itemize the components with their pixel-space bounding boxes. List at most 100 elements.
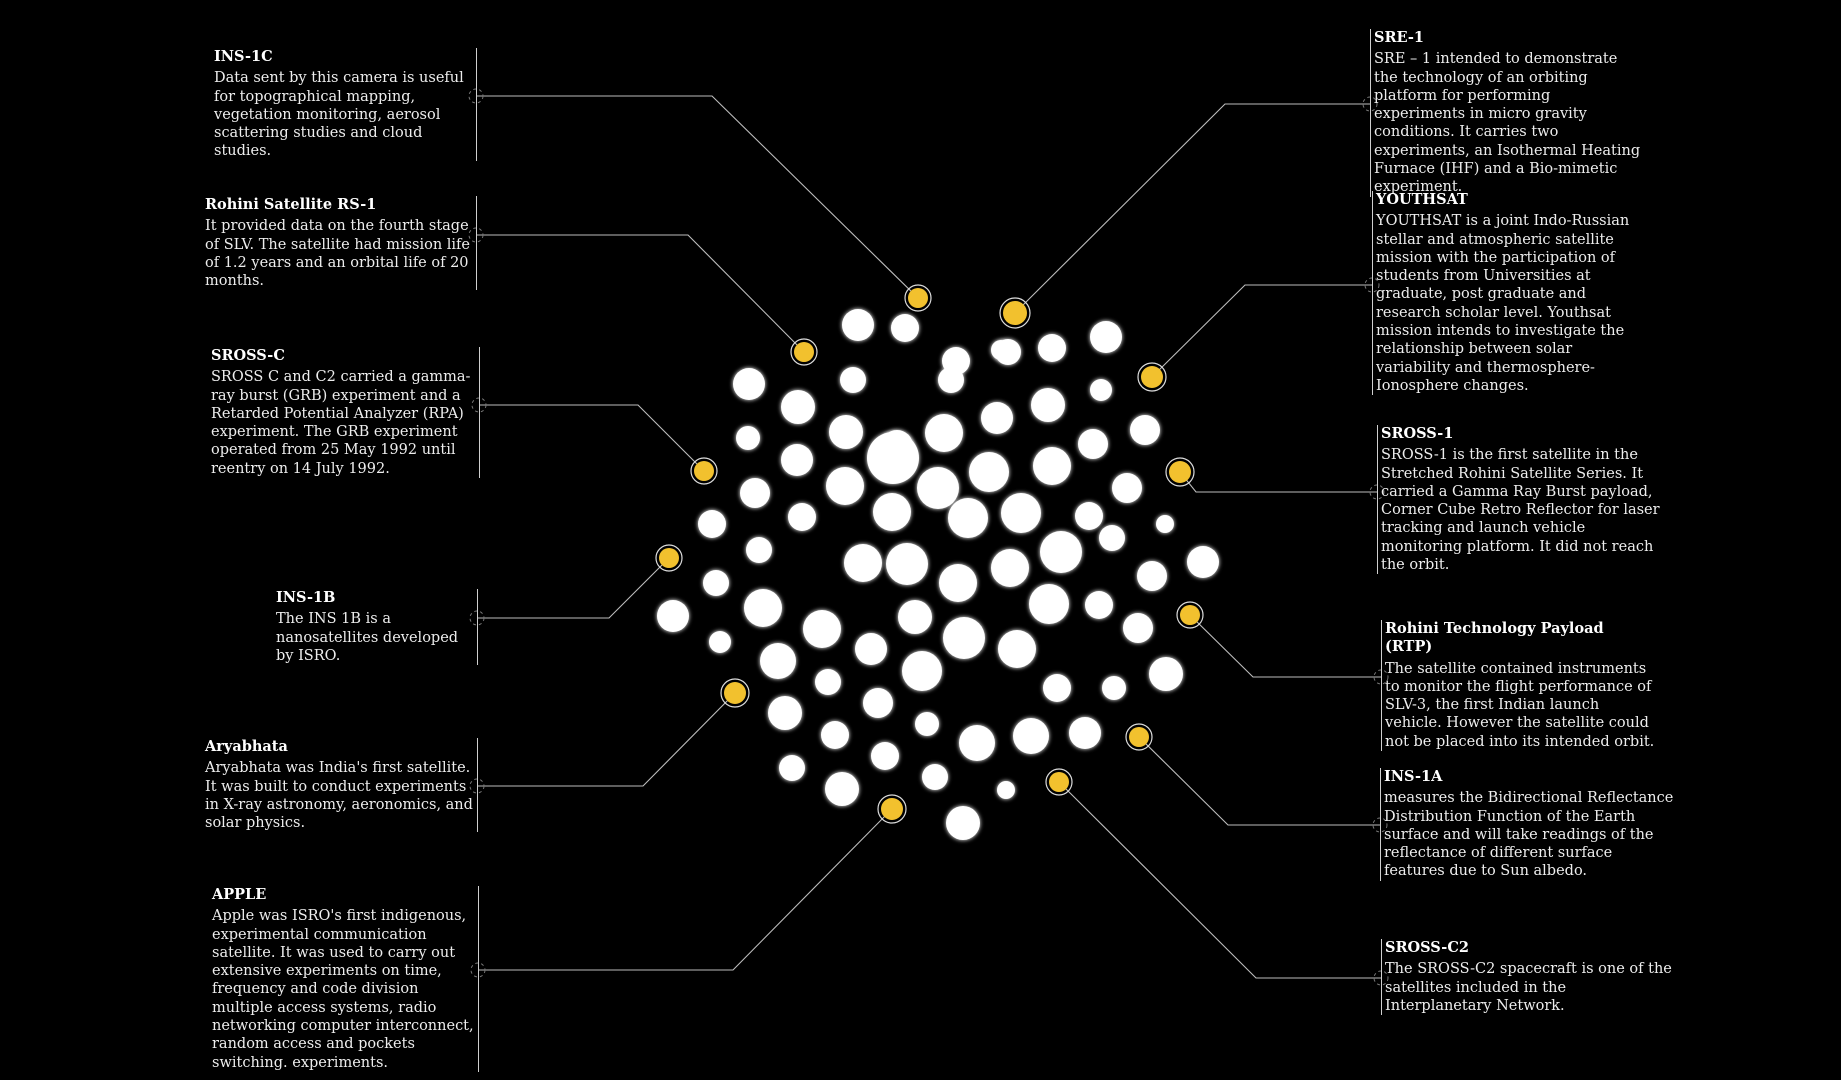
connector-line-sross-c [479, 404, 705, 472]
annotation-title: APPLE [212, 886, 267, 903]
highlighted-dot-sross-c[interactable] [694, 461, 714, 481]
highlighted-dot-aryabhata[interactable] [724, 682, 746, 704]
satellite-dot [733, 368, 765, 400]
highlighted-dot-rtp[interactable] [1180, 605, 1200, 625]
satellite-dot [969, 452, 1009, 492]
annotation-title: INS-1B [276, 589, 336, 606]
satellite-dot [991, 549, 1029, 587]
satellite-dot [1149, 657, 1183, 691]
connector-line-aryabhata [477, 692, 736, 787]
highlighted-dot-ins-1b[interactable] [659, 548, 679, 568]
highlighted-dot-sross-1[interactable] [1169, 461, 1191, 483]
satellite-dot [736, 426, 760, 450]
satellite-dot [938, 367, 964, 393]
annotation-title: YOUTHSAT [1376, 191, 1468, 208]
satellite-dot [788, 503, 816, 531]
satellite-dot [709, 631, 731, 653]
satellite-dot [855, 633, 887, 665]
satellite-dot [1078, 429, 1108, 459]
satellite-dot [1130, 415, 1160, 445]
connector-line-sre-1 [1014, 103, 1370, 314]
annotation-body: SROSS-1 is the first satellite in the St… [1381, 447, 1660, 574]
satellite-dot [959, 725, 995, 761]
connector-line-sross-c2 [1058, 781, 1381, 979]
satellite-dot [740, 478, 770, 508]
annotation-apple: APPLE Apple was ISRO's first indigenous,… [212, 886, 479, 1072]
satellite-dot [943, 617, 985, 659]
satellite-dot [891, 314, 919, 342]
satellite-dot [803, 610, 841, 648]
connector-line-ins-1a [1138, 736, 1380, 826]
annotation-title: SROSS-1 [1381, 425, 1454, 442]
annotation-body: measures the Bidirectional Reflectance D… [1384, 790, 1674, 880]
satellite-dot [657, 600, 689, 632]
satellite-dot [1137, 561, 1167, 591]
satellite-dot [981, 402, 1013, 434]
annotation-title: SRE-1 [1374, 29, 1424, 46]
highlight-ring [877, 794, 907, 824]
annotation-sross-1: SROSS-1 SROSS-1 is the first satellite i… [1377, 425, 1665, 575]
satellite-dot [873, 493, 911, 531]
satellite-dot [939, 564, 977, 602]
satellite-dot [946, 806, 980, 840]
satellite-dot [867, 432, 919, 484]
highlighted-dot-youthsat[interactable] [1141, 366, 1163, 388]
satellite-dot [781, 390, 815, 424]
annotation-body: The INS 1B is a nanosatellites developed… [276, 611, 459, 664]
highlighted-dot-ins-1a[interactable] [1129, 727, 1149, 747]
satellite-dot [1156, 515, 1174, 533]
satellite-dot [825, 772, 859, 806]
highlighted-dot-ins-1c[interactable] [908, 288, 928, 308]
connector-lines [468, 88, 1389, 986]
satellite-dot [898, 600, 932, 634]
satellite-dot [886, 543, 928, 585]
highlight-ring [1165, 457, 1195, 487]
annotation-title: SROSS-C2 [1385, 939, 1469, 956]
annotation-body: Aryabhata was India's first satellite. I… [205, 760, 473, 832]
annotation-ins-1b: INS-1B The INS 1B is a nanosatellites de… [276, 589, 478, 666]
highlight-ring [1137, 362, 1167, 392]
satellite-dot [991, 340, 1011, 360]
satellite-dot [925, 414, 963, 452]
satellite-dot [1090, 321, 1122, 353]
annotation-body: It provided data on the fourth stage of … [205, 218, 471, 290]
annotation-title: INS-1C [214, 48, 273, 65]
satellite-dot [1090, 379, 1112, 401]
annotation-body: The SROSS-C2 spacecraft is one of the sa… [1385, 961, 1672, 1014]
highlight-ring [1176, 601, 1204, 629]
annotation-youthsat: YOUTHSAT YOUTHSAT is a joint Indo-Russia… [1372, 191, 1651, 396]
satellite-dot [744, 589, 782, 627]
satellite-dot [829, 415, 863, 449]
satellite-dot [844, 544, 882, 582]
highlighted-dot-rohini-rs1[interactable] [794, 342, 814, 362]
annotation-sross-c2: SROSS-C2 The SROSS-C2 spacecraft is one … [1381, 939, 1675, 1016]
annotation-body: YOUTHSAT is a joint Indo-Russian stellar… [1376, 213, 1630, 394]
satellite-dot [1031, 388, 1065, 422]
highlighted-dot-sre-1[interactable] [1003, 301, 1027, 325]
satellite-dot [917, 467, 959, 509]
annotation-sross-c: SROSS-C SROSS C and C2 carried a gamma-r… [211, 347, 480, 479]
connector-line-apple [478, 808, 893, 971]
satellite-dot [871, 742, 899, 770]
satellite-dot [1099, 525, 1125, 551]
highlighted-dot-sross-c2[interactable] [1049, 772, 1069, 792]
annotation-title: SROSS-C [211, 347, 285, 364]
satellite-dot [842, 309, 874, 341]
annotation-title: Rohini Satellite RS-1 [205, 196, 377, 213]
satellite-dot [1013, 718, 1049, 754]
satellite-dot [746, 537, 772, 563]
satellite-dot [840, 367, 866, 393]
satellite-dot [768, 696, 802, 730]
satellite-dot [1085, 591, 1113, 619]
annotation-ins-1c: INS-1C Data sent by this camera is usefu… [214, 48, 477, 161]
highlighted-dot-apple[interactable] [881, 798, 903, 820]
satellite-dot [1029, 584, 1069, 624]
connector-line-youthsat [1151, 284, 1372, 378]
satellite-dot [922, 764, 948, 790]
satellite-dot [698, 510, 726, 538]
satellite-dot [1033, 447, 1071, 485]
annotation-body: The satellite contained instruments to m… [1385, 660, 1655, 750]
satellite-dot [1069, 717, 1101, 749]
annotation-title: Aryabhata [205, 738, 288, 755]
satellite-dot [915, 712, 939, 736]
